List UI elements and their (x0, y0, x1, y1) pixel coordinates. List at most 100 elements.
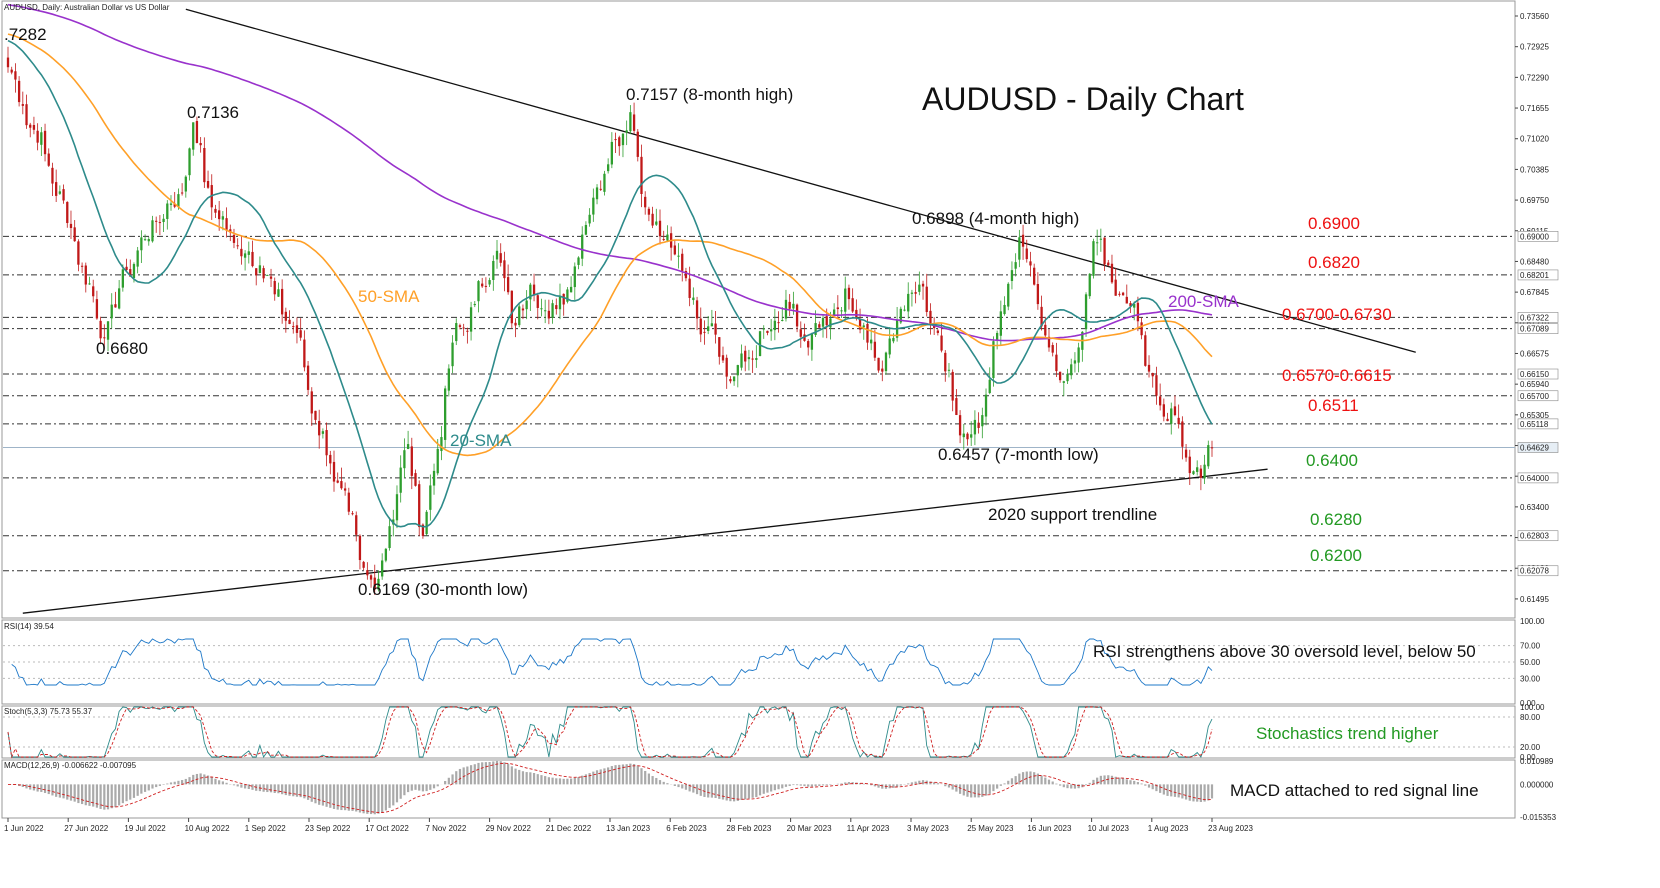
candle-body (814, 323, 817, 335)
candle-body (936, 330, 940, 333)
candle-body (99, 320, 102, 339)
candle-body (899, 308, 902, 323)
candle-body (858, 319, 862, 330)
candle-body (1077, 347, 1080, 363)
candle-body (477, 281, 480, 302)
x-tick-label: 28 Feb 2023 (726, 824, 771, 833)
candle-body (640, 156, 643, 195)
candle-body (732, 376, 736, 382)
macd-tick-label: 0.010989 (1520, 757, 1554, 766)
price-tick-label: 0.68480 (1520, 257, 1549, 266)
candle-body (1029, 261, 1032, 266)
candle-body (551, 303, 554, 318)
stoch-k-line (7, 706, 1213, 759)
candle-body (1121, 292, 1125, 296)
candle-body (947, 369, 951, 371)
candle-body (484, 285, 488, 287)
candle-body (303, 339, 306, 368)
candle-body (1196, 467, 1199, 472)
candle-body (940, 335, 943, 351)
candle-body (881, 368, 884, 372)
candle-body (25, 104, 28, 126)
candle-body (984, 394, 988, 417)
candle-body (1158, 396, 1162, 406)
level-price-label: 0.67322 (1520, 313, 1549, 322)
chart-canvas[interactable]: 0.73560 0.72925 0.72290 0.71655 0.71020 0.703… (0, 0, 1560, 836)
candle-body (481, 283, 484, 287)
price-tick-label: 0.69750 (1520, 196, 1549, 205)
candle-body (236, 245, 239, 247)
candle-body (1096, 242, 1099, 244)
candle-body (32, 125, 36, 130)
stoch-header: Stoch(5,3,3) 75.73 55.37 (4, 707, 93, 716)
candle-body (299, 330, 302, 338)
candle-body (1014, 262, 1017, 269)
candle-body (366, 570, 369, 576)
price-tick-label: 0.70385 (1520, 165, 1549, 174)
candle-body (458, 325, 462, 327)
stoch-tick-label: 100.00 (1520, 703, 1545, 712)
candle-body (729, 379, 732, 382)
x-tick-label: 19 Jul 2022 (124, 824, 166, 833)
candle-body (1125, 296, 1128, 304)
candle-body (73, 227, 76, 242)
candle-body (1018, 237, 1021, 260)
candle-body (414, 473, 417, 486)
candle-body (636, 131, 639, 157)
candle-body (995, 332, 999, 340)
candle-body (621, 133, 625, 146)
candle-body (666, 234, 669, 241)
candle-body (847, 287, 851, 300)
rsi-tick-label: 70.00 (1520, 642, 1541, 651)
candle-body (377, 578, 380, 590)
macd-comment: MACD attached to red signal line (1230, 781, 1479, 800)
candle-body (451, 342, 454, 367)
candle-body (132, 264, 136, 279)
candle-body (151, 220, 154, 242)
candle-body (295, 325, 299, 333)
candle-body (355, 515, 358, 535)
candle-body (432, 470, 436, 486)
candle-body (973, 419, 977, 435)
price-tick-label: 0.66575 (1520, 349, 1549, 358)
candle-body (907, 293, 910, 312)
candle-body (647, 208, 651, 215)
candle-body (421, 524, 425, 536)
candle-body (581, 234, 584, 259)
candle-body (384, 548, 388, 561)
candle-body (555, 305, 558, 310)
candle-body (166, 203, 169, 219)
candle-body (603, 173, 606, 192)
level-price-box (1517, 565, 1559, 577)
candle-body (129, 269, 132, 277)
annotation-6: 20-SMA (450, 431, 512, 450)
candle-body (918, 284, 921, 292)
candle-body (721, 355, 725, 361)
candle-body (1110, 263, 1114, 283)
annotation-0: .7282 (4, 25, 47, 44)
candle-body (418, 484, 421, 528)
candle-body (1181, 421, 1184, 447)
candle-body (599, 188, 602, 190)
candle-body (573, 266, 576, 288)
sma-line-200 (7, 3, 1213, 342)
candle-body (1203, 464, 1206, 479)
price-tick-label: 0.65940 (1520, 380, 1549, 389)
level-price-box (1517, 418, 1559, 430)
candle-body (192, 122, 195, 150)
x-tick-label: 21 Dec 2022 (546, 824, 592, 833)
candle-body (1073, 360, 1077, 364)
macd-header: MACD(12,26,9) -0.006622 -0.007095 (4, 761, 137, 770)
candle-body (914, 292, 917, 294)
candle-body (832, 309, 836, 316)
price-tick-label: 0.72290 (1520, 73, 1549, 82)
x-tick-label: 6 Feb 2023 (666, 824, 707, 833)
x-tick-label: 1 Aug 2023 (1148, 824, 1189, 833)
candle-body (173, 203, 176, 207)
candle-body (610, 141, 614, 165)
candle-body (329, 454, 332, 464)
level-price-label: 0.69000 (1520, 232, 1549, 241)
candle-body (595, 187, 599, 200)
candle-body (314, 410, 317, 420)
candle-body (592, 197, 595, 215)
